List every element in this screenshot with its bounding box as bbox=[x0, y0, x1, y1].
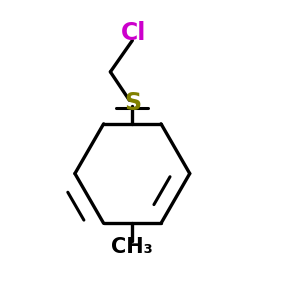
Text: CH₃: CH₃ bbox=[112, 237, 153, 257]
Text: S: S bbox=[124, 91, 141, 115]
Text: Cl: Cl bbox=[121, 21, 146, 45]
